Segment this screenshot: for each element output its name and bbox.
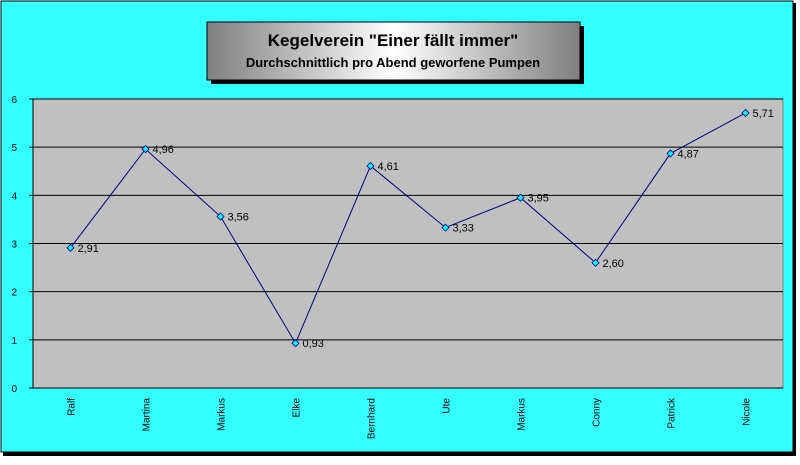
y-tick-label: 1 <box>11 336 17 347</box>
x-tick-label: Patrick <box>667 397 678 429</box>
chart-title: Kegelverein "Einer fällt immer" <box>268 31 518 50</box>
data-label: 0,93 <box>303 338 324 350</box>
marker <box>441 223 450 232</box>
x-tick-label: Conny <box>592 398 603 427</box>
data-label: 3,56 <box>228 212 249 224</box>
data-label: 5,71 <box>753 108 774 120</box>
marker <box>291 339 300 348</box>
marker <box>216 212 225 221</box>
data-label: 2,91 <box>78 243 99 255</box>
line <box>70 112 746 345</box>
data-label: 2,60 <box>603 258 624 270</box>
y-tick-label: 6 <box>11 95 17 106</box>
data-label: 4,87 <box>678 148 699 160</box>
data-label: 4,96 <box>153 144 174 156</box>
marker <box>141 145 150 154</box>
marker <box>66 243 75 252</box>
y-tick-label: 2 <box>11 288 17 299</box>
marker <box>666 149 675 158</box>
y-tick-label: 0 <box>11 384 17 395</box>
y-tick-label: 5 <box>11 143 17 154</box>
title-box <box>206 21 581 81</box>
marker <box>741 108 750 118</box>
x-tick-label: Martina <box>142 398 153 432</box>
data-label: 4,61 <box>378 161 399 173</box>
x-tick-label: Bernhard <box>367 398 378 439</box>
data-label: 3,33 <box>453 223 474 235</box>
x-tick-label: Elke <box>292 398 303 418</box>
x-tick-label: Nicole <box>742 398 753 426</box>
y-tick-label: 3 <box>11 240 17 251</box>
x-tick-label: Ute <box>442 398 453 414</box>
x-tick-label: Ralf <box>67 398 78 416</box>
x-tick-label: Markus <box>517 398 528 431</box>
chart-subtitle: Durchschnittlich pro Abend geworfene Pum… <box>246 55 540 70</box>
y-tick-label: 4 <box>11 191 17 202</box>
marker <box>516 193 525 202</box>
marker <box>591 258 600 267</box>
marker <box>366 161 375 171</box>
data-label: 3,95 <box>528 193 549 205</box>
x-tick-label: Markus <box>217 398 228 431</box>
